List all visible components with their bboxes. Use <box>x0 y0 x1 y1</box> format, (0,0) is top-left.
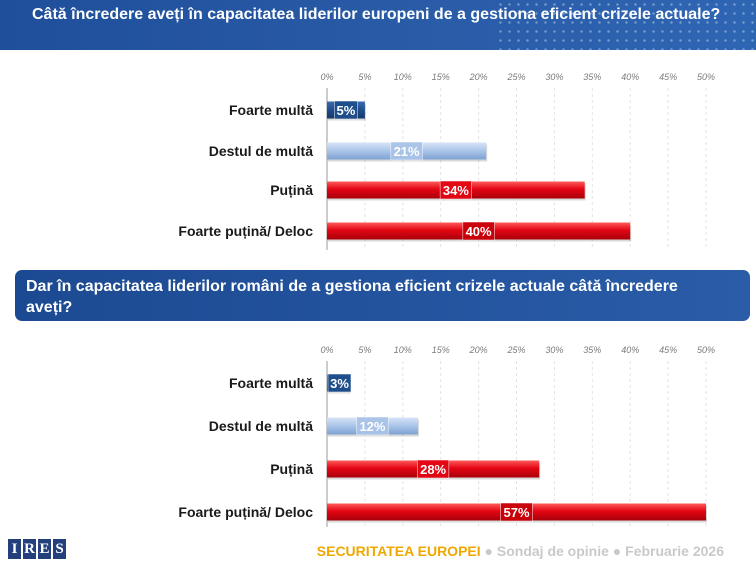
data-label: 21% <box>394 144 420 159</box>
x-tick-label: 30% <box>545 345 563 355</box>
x-tick-label: 40% <box>621 72 639 82</box>
banner-pattern <box>496 0 756 50</box>
data-label-box <box>500 502 533 522</box>
x-tick-label: 25% <box>506 345 525 355</box>
x-tick-label: 35% <box>583 345 601 355</box>
x-tick-label: 10% <box>394 72 412 82</box>
category-label: Foarte puțină/ Deloc <box>178 223 313 239</box>
footer-separator: ● <box>612 543 622 559</box>
x-tick-label: 45% <box>659 72 677 82</box>
x-tick-label: 40% <box>621 345 639 355</box>
category-label: Foarte puțină/ Deloc <box>178 504 313 520</box>
data-label: 34% <box>443 183 469 198</box>
data-label-box <box>327 373 352 393</box>
question-2-title: Dar în capacitatea liderilor români de a… <box>26 278 678 316</box>
question-1-banner <box>0 0 756 50</box>
x-tick-label: 30% <box>545 72 563 82</box>
x-tick-label: 50% <box>697 72 715 82</box>
category-label: Foarte multă <box>229 102 313 118</box>
ires-logo: I R E S <box>8 539 68 559</box>
data-label-box <box>462 221 495 241</box>
data-label: 5% <box>337 103 356 118</box>
footer-date: Februarie 2026 <box>625 543 724 559</box>
x-tick-label: 5% <box>358 345 371 355</box>
category-label: Foarte multă <box>229 375 313 391</box>
footer-survey: Sondaj de opinie <box>496 543 609 559</box>
x-tick-label: 15% <box>432 345 450 355</box>
data-label: 12% <box>359 419 385 434</box>
data-label-box <box>356 416 389 436</box>
data-label-box <box>417 459 450 479</box>
footer-brand: SECURITATEA EUROPEI <box>316 543 481 559</box>
category-label: Puțină <box>270 182 313 198</box>
footer-separator: ● <box>484 543 493 559</box>
data-label-box <box>334 100 358 120</box>
data-label: 3% <box>330 376 349 391</box>
x-tick-label: 15% <box>432 72 450 82</box>
logo-letter: E <box>38 539 51 559</box>
logo-letter: S <box>53 539 66 559</box>
x-tick-label: 5% <box>358 72 371 82</box>
data-label-box <box>390 141 423 161</box>
question-2-banner <box>15 270 750 321</box>
x-tick-label: 50% <box>697 345 715 355</box>
data-label: 40% <box>466 224 492 239</box>
x-tick-label: 20% <box>469 72 488 82</box>
category-label: Destul de multă <box>209 143 313 159</box>
x-tick-label: 35% <box>583 72 601 82</box>
category-label: Destul de multă <box>209 418 313 434</box>
footer-caption: SECURITATEA EUROPEI ● Sondaj de opinie ●… <box>317 543 724 559</box>
logo-letter: I <box>8 539 21 559</box>
category-label: Puțină <box>270 461 313 477</box>
x-tick-label: 10% <box>394 345 412 355</box>
logo-letter: R <box>23 539 36 559</box>
x-tick-label: 20% <box>469 345 488 355</box>
x-tick-label: 0% <box>320 345 333 355</box>
x-tick-label: 0% <box>320 72 333 82</box>
data-label-box <box>439 180 472 200</box>
x-tick-label: 45% <box>659 345 677 355</box>
question-1-title: Câtă încredere aveți în capacitatea lide… <box>32 6 721 23</box>
x-tick-label: 25% <box>506 72 525 82</box>
data-label: 28% <box>420 462 446 477</box>
data-label: 57% <box>503 505 529 520</box>
